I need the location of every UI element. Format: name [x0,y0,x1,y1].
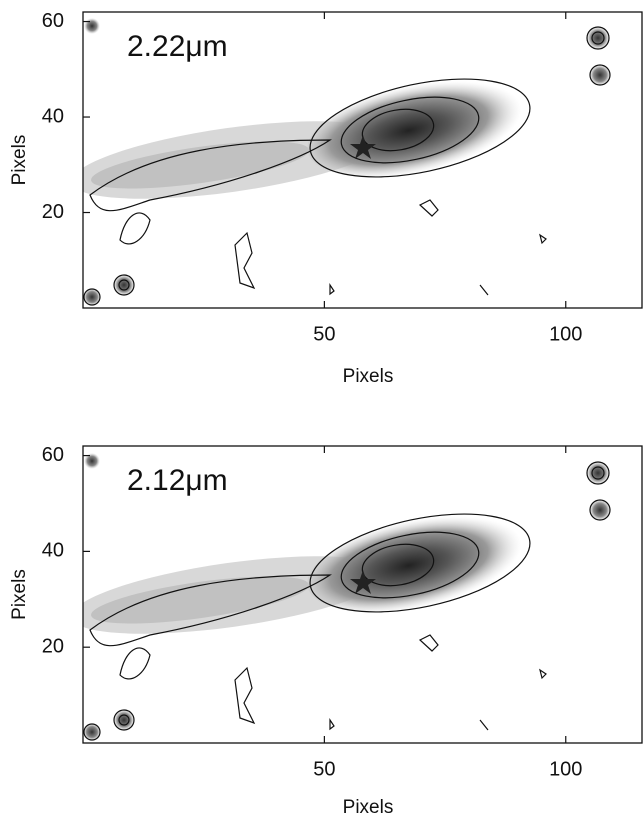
panel-title: 2.12μm [127,464,228,497]
x-tick-label: 50 [313,323,335,345]
y-tick-label: 20 [42,201,64,223]
y-tick-label: 60 [42,10,64,32]
x-axis-label: Pixels [343,366,394,387]
x-axis-label: Pixels [343,797,394,818]
y-tick-label: 40 [42,105,64,127]
y-axis-label: Pixels [9,569,30,620]
y-tick-label: 60 [42,444,64,466]
y-axis-label: Pixels [9,135,30,186]
x-tick-label: 100 [549,323,582,345]
plot-frame [82,11,643,309]
panel-title: 2.22μm [127,30,228,63]
y-tick-label: 20 [42,635,64,657]
plot-frame [82,445,643,744]
y-tick-label: 40 [42,540,64,562]
x-tick-label: 50 [313,758,335,780]
x-tick-label: 100 [549,758,582,780]
